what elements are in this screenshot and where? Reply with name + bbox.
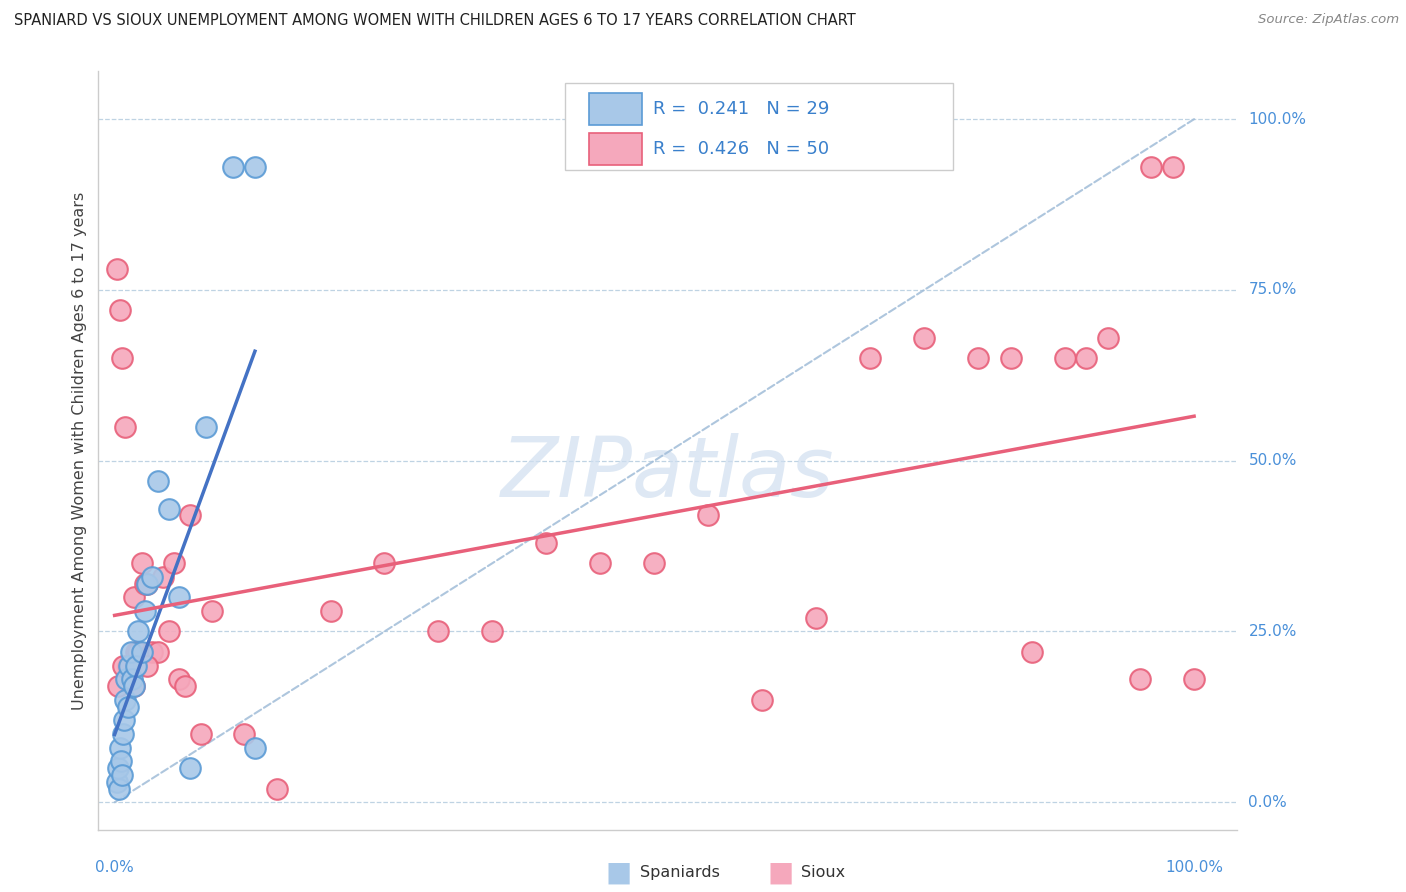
Point: [266, 781, 288, 796]
Point: [1129, 673, 1152, 687]
Point: [112, 727, 135, 741]
Point: [201, 604, 224, 618]
Text: SPANIARD VS SIOUX UNEMPLOYMENT AMONG WOMEN WITH CHILDREN AGES 6 TO 17 YEARS CORR: SPANIARD VS SIOUX UNEMPLOYMENT AMONG WOM…: [14, 13, 856, 29]
FancyBboxPatch shape: [589, 93, 641, 125]
Point: [134, 604, 156, 618]
Text: 100.0%: 100.0%: [1249, 112, 1306, 127]
Point: [108, 740, 131, 755]
Point: [111, 351, 134, 366]
Point: [131, 645, 153, 659]
Point: [114, 693, 136, 707]
Point: [697, 508, 720, 523]
Point: [107, 679, 129, 693]
Point: [120, 645, 142, 659]
Point: [859, 351, 882, 366]
Point: [179, 508, 201, 523]
Point: [589, 556, 612, 570]
Point: [117, 658, 139, 673]
Point: [173, 679, 195, 693]
Point: [146, 474, 169, 488]
Point: [481, 624, 503, 639]
Point: [136, 576, 159, 591]
Point: [190, 727, 212, 741]
Text: 100.0%: 100.0%: [1166, 860, 1223, 875]
Point: [233, 727, 256, 741]
Point: [134, 576, 156, 591]
Text: Source: ZipAtlas.com: Source: ZipAtlas.com: [1258, 13, 1399, 27]
Text: 0.0%: 0.0%: [96, 860, 134, 875]
Point: [373, 556, 395, 570]
Point: [152, 570, 174, 584]
Point: [127, 645, 149, 659]
Point: [1053, 351, 1076, 366]
Point: [115, 673, 138, 687]
Point: [179, 761, 201, 775]
Point: [122, 679, 145, 693]
Point: [117, 699, 139, 714]
Point: [643, 556, 665, 570]
Text: R =  0.426   N = 50: R = 0.426 N = 50: [652, 140, 830, 158]
Point: [125, 658, 148, 673]
Text: ZIPatlas: ZIPatlas: [501, 433, 835, 514]
Point: [125, 645, 148, 659]
Point: [1021, 645, 1043, 659]
Point: [146, 645, 169, 659]
Point: [1182, 673, 1205, 687]
Point: [136, 658, 159, 673]
Point: [536, 535, 558, 549]
Point: [1140, 160, 1163, 174]
Text: Spaniards: Spaniards: [640, 865, 720, 880]
Point: [157, 501, 180, 516]
Point: [1000, 351, 1022, 366]
Point: [141, 645, 163, 659]
Point: [105, 262, 128, 277]
Point: [114, 419, 136, 434]
Text: ■: ■: [606, 858, 631, 887]
Point: [108, 303, 131, 318]
Point: [751, 693, 773, 707]
Point: [127, 624, 149, 639]
Point: [121, 673, 143, 687]
Point: [120, 658, 142, 673]
Point: [169, 591, 191, 605]
Point: [105, 774, 128, 789]
Point: [112, 658, 135, 673]
Point: [136, 576, 159, 591]
Text: 75.0%: 75.0%: [1249, 283, 1296, 297]
Point: [319, 604, 342, 618]
Point: [806, 611, 828, 625]
FancyBboxPatch shape: [565, 83, 953, 170]
Point: [195, 419, 218, 434]
Text: ■: ■: [768, 858, 793, 887]
Point: [122, 591, 145, 605]
Text: 0.0%: 0.0%: [1249, 795, 1286, 810]
Point: [1076, 351, 1098, 366]
Point: [157, 624, 180, 639]
Point: [117, 658, 139, 673]
Text: 25.0%: 25.0%: [1249, 624, 1296, 639]
Point: [107, 761, 129, 775]
FancyBboxPatch shape: [589, 133, 641, 164]
Point: [1097, 331, 1119, 345]
Text: 50.0%: 50.0%: [1249, 453, 1296, 468]
Point: [912, 331, 935, 345]
Text: Sioux: Sioux: [801, 865, 845, 880]
Point: [131, 556, 153, 570]
Point: [122, 679, 145, 693]
Point: [967, 351, 990, 366]
Text: R =  0.241   N = 29: R = 0.241 N = 29: [652, 100, 830, 118]
Point: [1161, 160, 1184, 174]
Point: [243, 740, 266, 755]
Point: [243, 160, 266, 174]
Point: [108, 781, 131, 796]
Point: [112, 713, 135, 727]
Point: [169, 673, 191, 687]
Point: [141, 570, 163, 584]
Point: [110, 754, 132, 768]
Y-axis label: Unemployment Among Women with Children Ages 6 to 17 years: Unemployment Among Women with Children A…: [72, 192, 87, 709]
Point: [111, 768, 134, 782]
Point: [163, 556, 186, 570]
Point: [427, 624, 450, 639]
Point: [222, 160, 245, 174]
